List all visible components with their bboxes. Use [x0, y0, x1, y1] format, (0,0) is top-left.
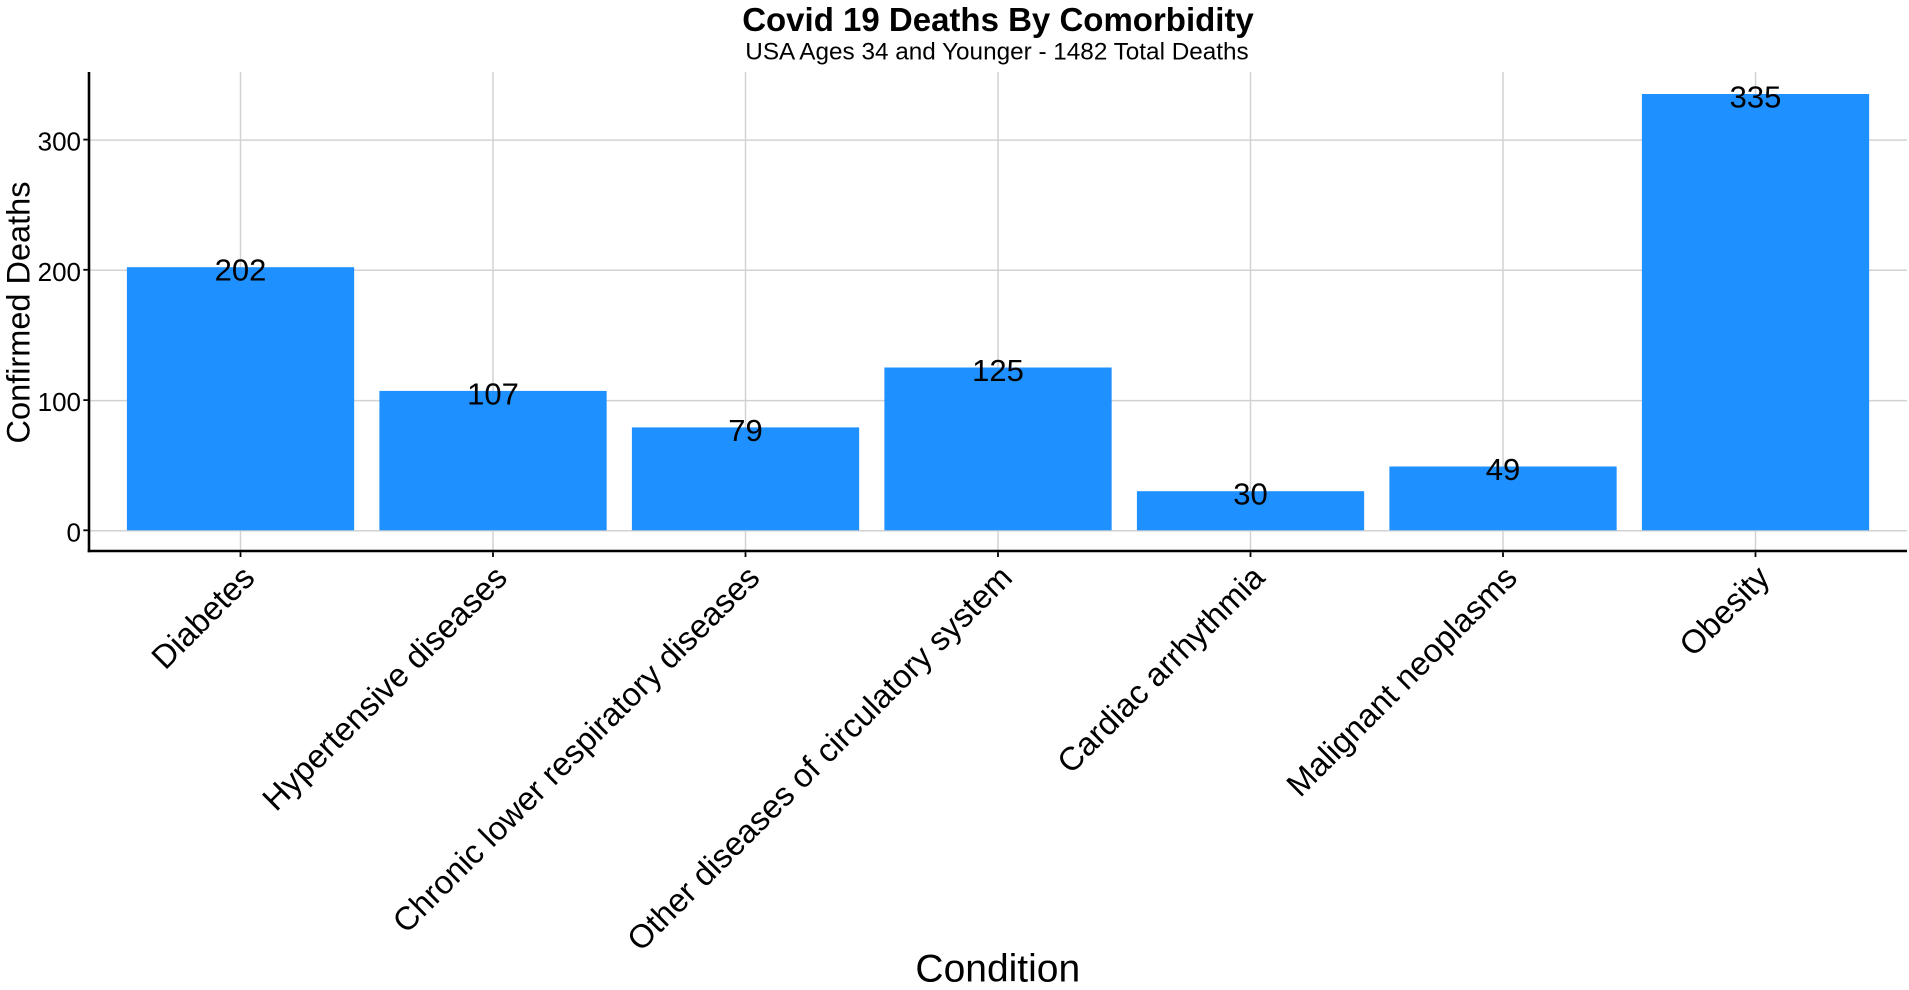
svg-text:335: 335	[1730, 80, 1782, 115]
svg-text:Covid 19 Deaths By Comorbidity: Covid 19 Deaths By Comorbidity	[742, 1, 1254, 38]
svg-text:125: 125	[972, 353, 1024, 388]
svg-text:107: 107	[467, 376, 519, 411]
svg-text:USA Ages 34 and Younger - 1482: USA Ages 34 and Younger - 1482 Total Dea…	[745, 38, 1248, 65]
svg-text:Condition: Condition	[915, 948, 1080, 990]
svg-text:200: 200	[38, 257, 81, 287]
svg-text:100: 100	[38, 387, 81, 417]
svg-text:300: 300	[38, 127, 81, 157]
svg-text:49: 49	[1486, 452, 1520, 487]
svg-text:30: 30	[1233, 477, 1267, 512]
svg-text:0: 0	[67, 517, 81, 547]
svg-text:79: 79	[728, 413, 762, 448]
svg-text:202: 202	[215, 253, 267, 288]
svg-text:Confirmed Deaths: Confirmed Deaths	[1, 182, 37, 444]
